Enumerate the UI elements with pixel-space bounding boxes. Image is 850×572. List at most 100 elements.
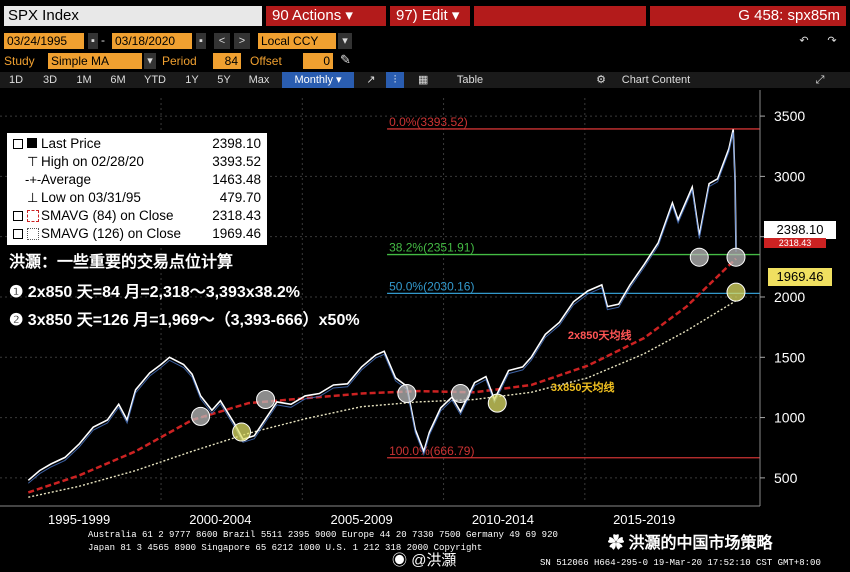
start-date-input[interactable]: 03/24/1995 bbox=[4, 33, 84, 49]
offset-input[interactable]: 0 bbox=[303, 53, 333, 69]
legend-key: SMAVG (84) on Close bbox=[41, 208, 174, 223]
y-tick-label: 3500 bbox=[774, 108, 805, 124]
line-chart-icon[interactable]: ↗ bbox=[366, 74, 376, 86]
legend-key: Average bbox=[41, 172, 92, 187]
tab-1y[interactable]: 1Y bbox=[185, 74, 199, 86]
chart-content-icon[interactable]: ⚙ bbox=[596, 74, 606, 86]
undo-icon[interactable]: ↶ bbox=[796, 33, 812, 49]
study-select[interactable]: Simple MA bbox=[48, 53, 142, 69]
study-label: Study bbox=[4, 54, 35, 68]
legend-key: High on 02/28/20 bbox=[41, 154, 144, 169]
sma126-swatch-icon bbox=[27, 228, 39, 240]
tab-3d[interactable]: 3D bbox=[42, 74, 58, 86]
legend-value: 479.70 bbox=[219, 190, 261, 205]
y-tick-label: 2000 bbox=[774, 289, 805, 305]
tab-1m[interactable]: 1M bbox=[76, 74, 92, 86]
x-tick-label: 2010-2014 bbox=[472, 512, 534, 527]
watermark-left: ◉ @洪灝 bbox=[392, 549, 456, 570]
low-marker-icon: ⊥ bbox=[27, 190, 39, 205]
legend-row-average: -+- Average 1463.48 bbox=[7, 171, 267, 189]
legend-row-high: ⊤ High on 02/28/20 3393.52 bbox=[7, 153, 267, 171]
sma84-tag: 2318.43 bbox=[764, 238, 826, 248]
legend-key: Last Price bbox=[41, 136, 102, 151]
average-marker-icon: -+- bbox=[25, 172, 42, 187]
fib-label: 0.0%(3393.52) bbox=[389, 115, 468, 129]
watermark-left-text: @洪灝 bbox=[411, 552, 457, 569]
tab-1d[interactable]: 1D bbox=[8, 74, 24, 86]
fib-levels: 0.0%(3393.52) 38.2%(2351.91) 50.0%(2030.16… bbox=[387, 115, 760, 459]
legend-key: Low on 03/31/95 bbox=[41, 190, 141, 205]
annotation-title: 洪灝：一些重要的交易点位计算 bbox=[9, 254, 234, 271]
marker-circle bbox=[397, 383, 417, 403]
x-tick-label: 2000-2004 bbox=[189, 512, 251, 527]
offset-label: Offset bbox=[250, 54, 282, 68]
price-chart: 0.0%(3393.52) 38.2%(2351.91) 50.0%(2030.16… bbox=[0, 90, 805, 527]
sma84-label: 2x850天均线 bbox=[568, 328, 632, 342]
chart-id-title: G 458: spx85m bbox=[650, 6, 846, 26]
y-tick-label: 500 bbox=[774, 470, 798, 486]
table-button[interactable]: Table bbox=[456, 74, 484, 86]
chevron-down-icon[interactable]: ▾ bbox=[338, 33, 352, 49]
x-tick-label: 1995-1999 bbox=[48, 512, 110, 527]
watermark-right: ✿ 洪灝的中国市场策略 bbox=[608, 529, 772, 553]
table-grid-icon[interactable]: ▦ bbox=[418, 74, 429, 86]
legend-row-low: ⊥ Low on 03/31/95 479.70 bbox=[7, 189, 267, 207]
period-input[interactable]: 84 bbox=[213, 53, 241, 69]
calendar-icon[interactable]: ▪ bbox=[88, 33, 98, 49]
legend-value: 2318.43 bbox=[212, 208, 261, 223]
tab-5y[interactable]: 5Y bbox=[217, 74, 231, 86]
footer-contacts-2: Japan 81 3 4565 8900 Singapore 65 6212 1… bbox=[88, 543, 483, 553]
timeframe-bar bbox=[0, 72, 850, 88]
period-label: Period bbox=[162, 54, 197, 68]
marker-circle bbox=[726, 247, 746, 267]
chart-content-button[interactable]: Chart Content bbox=[621, 74, 691, 86]
pencil-icon[interactable]: ✎ bbox=[340, 52, 351, 67]
sma126-label: 3x850天均线 bbox=[551, 380, 615, 394]
annotation-line-2: ❷ 3x850 天=126 月=1,969～（3,393-666）x50% bbox=[9, 312, 360, 329]
fib-label: 50.0%(2030.16) bbox=[389, 279, 474, 293]
chart-legend: Last Price 2398.10 ⊤ High on 02/28/20 33… bbox=[7, 133, 267, 245]
sma84-line bbox=[27, 257, 737, 494]
currency-select[interactable]: Local CCY bbox=[258, 33, 336, 49]
tab-ytd[interactable]: YTD bbox=[144, 74, 166, 86]
marker-circle bbox=[487, 393, 507, 413]
redo-icon[interactable]: ↷ bbox=[824, 33, 840, 49]
watermark-right-text: 洪灝的中国市场策略 bbox=[628, 535, 773, 552]
high-marker-icon: ⊤ bbox=[27, 154, 39, 169]
study-dropdown-icon[interactable]: ▾ bbox=[144, 53, 156, 69]
prev-arrow-icon[interactable]: < bbox=[214, 33, 230, 49]
edit-menu[interactable]: 97) Edit ▾ bbox=[390, 6, 470, 26]
expand-square-icon bbox=[13, 139, 23, 149]
sma84-swatch-icon bbox=[27, 210, 39, 222]
y-tick-label: 1000 bbox=[774, 410, 805, 426]
actions-menu[interactable]: 90 Actions ▾ bbox=[266, 6, 386, 26]
price-swatch-icon bbox=[27, 138, 37, 148]
expand-icon[interactable]: ⤢ bbox=[815, 74, 825, 86]
sma126-line bbox=[28, 300, 737, 498]
legend-value: 3393.52 bbox=[212, 154, 261, 169]
marker-circle bbox=[451, 383, 471, 403]
tab-6m[interactable]: 6M bbox=[110, 74, 126, 86]
expand-square-icon bbox=[13, 211, 23, 221]
marker-circle bbox=[689, 247, 709, 267]
x-axis: 1995-1999 2000-2004 2005-2009 2010-2014 2015… bbox=[0, 505, 760, 527]
expand-square-icon bbox=[13, 229, 23, 239]
calendar-icon-end[interactable]: ▪ bbox=[196, 33, 206, 49]
y-tick-label: 3000 bbox=[774, 168, 805, 184]
marker-circle bbox=[191, 406, 211, 426]
fib-label: 100.0%(666.79) bbox=[389, 444, 474, 458]
ticker-field[interactable]: SPX Index bbox=[4, 6, 262, 26]
last-price-tag: 2398.10 bbox=[764, 221, 836, 239]
legend-value: 2398.10 bbox=[212, 136, 261, 151]
tab-max[interactable]: Max bbox=[248, 74, 270, 86]
next-arrow-icon[interactable]: > bbox=[234, 33, 250, 49]
bar-chart-icon[interactable]: ⫶ bbox=[386, 72, 404, 88]
end-date-input[interactable]: 03/18/2020 bbox=[112, 33, 192, 49]
legend-key: SMAVG (126) on Close bbox=[41, 226, 182, 241]
marker-circle bbox=[256, 389, 276, 409]
marker-circle bbox=[232, 422, 252, 442]
legend-row-sma126: SMAVG (126) on Close 1969.46 bbox=[7, 225, 267, 243]
marker-group: 2x850天均线 3x850天均线 bbox=[191, 247, 746, 442]
marker-circle bbox=[726, 282, 746, 302]
tab-monthly[interactable]: Monthly ▾ bbox=[282, 72, 354, 88]
